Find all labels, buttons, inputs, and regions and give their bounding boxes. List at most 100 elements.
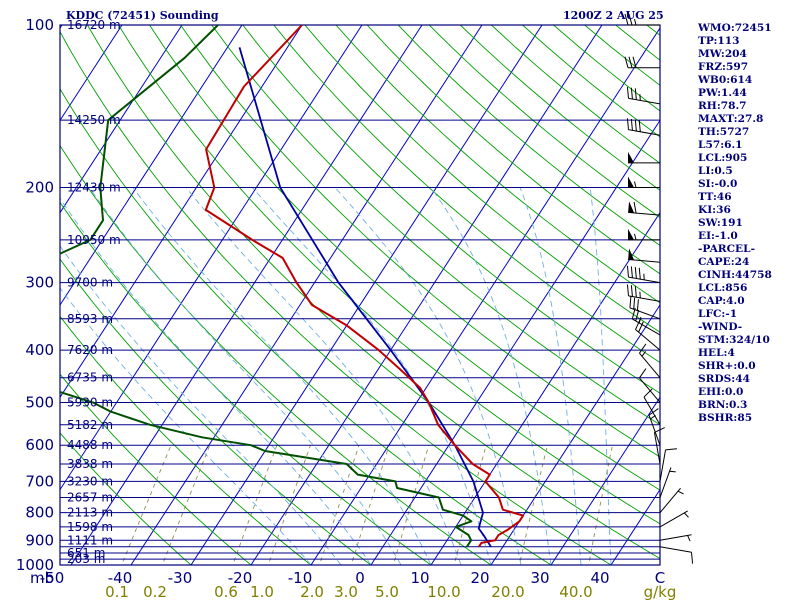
wind-barb-feather — [634, 88, 637, 100]
wind-barb — [628, 248, 661, 263]
wind-barb — [659, 448, 677, 482]
height-label: 9700 m — [67, 276, 113, 290]
mixing-ratio-tick-label: 0.6 — [214, 583, 238, 600]
dry-adiabat — [149, 25, 660, 491]
wind-barb — [628, 201, 661, 216]
isotherm-line — [130, 25, 483, 565]
wind-barb-half-feather — [683, 512, 689, 518]
wind-barb-feather — [654, 427, 665, 433]
wind-barb — [626, 118, 661, 136]
dry-adiabat — [180, 25, 660, 458]
height-label: 1111 m — [67, 533, 113, 547]
isotherm-line — [190, 25, 543, 565]
wind-barb-feather — [626, 265, 629, 278]
index-line: SW:191 — [698, 217, 743, 229]
wind-barb-staff — [643, 396, 661, 426]
height-label: 3230 m — [67, 474, 113, 488]
isotherm-line — [0, 25, 2, 565]
isotherm-line — [490, 304, 660, 565]
wind-barb-feather — [630, 266, 633, 278]
wind-barb-staff — [659, 487, 681, 513]
mixing-ratio-line — [453, 445, 487, 565]
wind-barbs — [624, 13, 694, 564]
mixing-ratio-tick-label: 2.0 — [300, 583, 324, 600]
wind-barb-flag — [628, 176, 634, 188]
wind-barb-flag — [628, 201, 635, 213]
wind-barb-staff — [635, 329, 661, 351]
wind-barb-staff — [659, 449, 667, 482]
index-line: -WIND- — [698, 321, 743, 333]
wind-barb-half-feather — [650, 415, 656, 420]
wind-barb — [639, 343, 661, 379]
index-line: PW:1.44 — [698, 87, 747, 99]
mixing-ratio-tick-label: 0.2 — [143, 583, 167, 600]
wind-barb-staff — [659, 534, 692, 541]
dry-adiabat — [87, 25, 660, 560]
index-line: CINH:44758 — [698, 269, 772, 281]
wind-barb-feather — [636, 299, 639, 311]
wind-barb-feather — [633, 297, 636, 310]
height-label: 16720 m — [67, 18, 121, 32]
wind-barb-staff — [628, 295, 661, 302]
dry-adiabat — [60, 201, 432, 565]
indices-panel: WMO:72451 TP:113 MW:204 FRZ:597 WB0:614 PW:1.… — [698, 22, 798, 425]
wind-barb-feather — [626, 118, 629, 130]
wind-barb-feather — [632, 56, 637, 68]
isotherm-line — [60, 25, 303, 399]
pressure-tick-label: 1000 — [16, 556, 54, 574]
temperature-tick-label: 20 — [470, 569, 489, 587]
index-line: CAPE:24 — [698, 256, 750, 268]
temperature-unit-label: C — [655, 569, 665, 587]
mixing-ratio-line — [319, 445, 360, 565]
dry-adiabat — [60, 373, 252, 565]
mixing-ratio-tick-label: 5.0 — [375, 583, 399, 600]
mixing-ratio-tick-label: 10.0 — [427, 583, 460, 600]
height-label: 3838 m — [67, 457, 113, 471]
isotherm-line — [250, 25, 603, 565]
pressure-tick-label: 800 — [25, 504, 54, 522]
index-line: L57:6.1 — [698, 139, 743, 151]
height-label: 8593 m — [67, 312, 113, 326]
wind-barb — [626, 86, 661, 105]
isotherm-line — [60, 25, 363, 491]
mixing-ratio-line — [232, 445, 278, 565]
wind-barb-feather — [634, 285, 637, 298]
dry-adiabat — [211, 25, 660, 426]
wind-barb-feather — [626, 86, 629, 99]
dry-adiabat — [60, 315, 312, 565]
mixing-ratio-line — [121, 445, 172, 565]
wind-barb — [653, 427, 665, 465]
mixing-ratio-tick-label: 1.0 — [250, 583, 274, 600]
isotherm-line — [310, 27, 660, 565]
wind-barb-staff — [659, 467, 672, 498]
temperature-tick-label: -30 — [168, 569, 193, 587]
moist-adiabat — [519, 187, 582, 565]
wind-barb-flag — [628, 248, 635, 260]
dry-adiabat — [335, 25, 660, 304]
wind-barb-feather — [639, 343, 647, 354]
dry-adiabat — [304, 25, 660, 333]
height-label: 12430 m — [67, 181, 121, 195]
wind-barb — [626, 284, 661, 302]
height-label: 2657 m — [67, 491, 113, 505]
wind-barb-half-feather — [634, 233, 637, 241]
background-grid — [0, 25, 660, 565]
wind-barb-staff — [639, 377, 661, 403]
index-line: FRZ:597 — [698, 61, 749, 73]
wind-barb-half-feather — [687, 535, 691, 542]
wind-barb-feather — [639, 368, 647, 379]
pressure-tick-label: 300 — [25, 274, 54, 292]
index-line: RH:78.7 — [698, 100, 747, 112]
wind-barb — [659, 534, 692, 542]
pressure-tick-label: 500 — [25, 393, 54, 411]
wind-barb-flag — [628, 228, 634, 240]
wind-barb — [628, 228, 660, 241]
height-label: 651 m — [67, 546, 105, 560]
index-line: LFC:-1 — [698, 308, 738, 320]
wind-barb-staff — [628, 129, 661, 136]
plot-frame — [59, 24, 661, 566]
moist-adiabat — [589, 187, 612, 565]
index-line: KI:36 — [698, 204, 731, 216]
